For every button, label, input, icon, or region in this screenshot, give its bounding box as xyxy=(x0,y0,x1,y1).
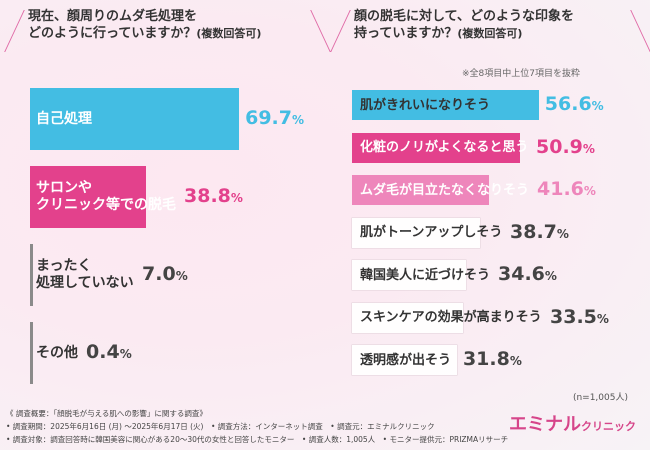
chart1-bar-label-5: スキンケアの効果が高まりそう xyxy=(360,310,542,325)
chart1-bar-2 xyxy=(352,175,490,205)
chart1-value-dec-3: 7 xyxy=(543,220,557,243)
right-title-suffix: (複数回答可) xyxy=(457,27,523,40)
chart1-bar-value-1: 50.9% xyxy=(536,136,595,158)
right-chart-title: 顔の脱毛に対して、どのような印象を 持っていますか？(複数回答可) xyxy=(340,8,650,54)
chart1-value-int-6: 31. xyxy=(462,348,497,370)
chart1-bar-value-2: 41.6% xyxy=(537,178,596,200)
chart0-bar-2 xyxy=(30,244,33,306)
left-title-suffix: (複数回答可) xyxy=(196,27,262,40)
logo-main-text: エミナル xyxy=(509,414,581,435)
chart1-value-unit-1: % xyxy=(582,141,595,156)
chart0-value-unit-1: % xyxy=(230,191,243,205)
chart1-bar-value-3: 38.7% xyxy=(510,221,569,243)
footer-survey-target: • 調査対象：調査回答時に韓国美容に関心がある20〜30代の女性と回答したモニタ… xyxy=(6,435,509,444)
chart1-bar-label-1: 化粧のノリがよくなると思う xyxy=(360,140,529,155)
chart1-value-unit-6: % xyxy=(509,354,522,368)
chart0-bar-label-2: まったく 処理していない xyxy=(36,258,134,291)
footer-survey-period: • 調査期間：2025年6月16日 (月) 〜2025年6月17日 (火) • … xyxy=(6,422,435,431)
right-title-line1: 顔の脱毛に対して、どのような印象を xyxy=(354,9,574,24)
chart1-value-unit-5: % xyxy=(596,311,609,326)
chart1-value-dec-0: 6 xyxy=(578,93,592,115)
chart1-value-unit-0: % xyxy=(591,99,604,113)
chart1-value-int-1: 50. xyxy=(536,135,570,158)
left-title-line2: どのように行っていますか？ xyxy=(28,26,197,41)
left-chart-title: 現在、顔周りのムダ毛処理を どのように行っていますか？(複数回答可) xyxy=(14,8,331,54)
eminal-clinic-logo: エミナルクリニック xyxy=(509,410,636,436)
chart1-bar-label-3: 肌がトーンアップしそう xyxy=(360,225,503,240)
chart1-bar-6 xyxy=(352,345,457,375)
chart0-value-dec-1: 8 xyxy=(217,185,231,207)
chart1-bar-1 xyxy=(352,132,520,163)
chart0-value-int-2: 7. xyxy=(142,263,163,285)
chart1-bar-4 xyxy=(352,260,467,290)
chart0-bar-value-2: 7.0% xyxy=(142,263,188,285)
chart1-bar-value-0: 56.6% xyxy=(545,93,604,115)
chart0-value-int-0: 69. xyxy=(245,107,279,129)
chart1-value-unit-4: % xyxy=(544,269,557,283)
right-chart-note: ※全8項目中上位7項目を抜粋 xyxy=(462,69,580,79)
chart1-bar-value-5: 33.5% xyxy=(550,306,609,328)
footer-survey-overview: 《 調査概要：「顔脱毛が与える肌への影響」に関する調査》 xyxy=(6,409,207,418)
left-title-line1: 現在、顔周りのムダ毛処理を xyxy=(28,9,198,24)
chart1-value-unit-2: % xyxy=(583,184,596,198)
chart0-value-unit-0: % xyxy=(292,113,305,127)
chart1-value-int-4: 34. xyxy=(498,263,532,285)
chart0-bar-label-3: その他 xyxy=(36,344,78,361)
chart0-bar-0 xyxy=(30,88,240,150)
chart0-bar-1 xyxy=(30,166,147,228)
chart1-value-dec-5: 5 xyxy=(583,305,597,328)
chart1-value-dec-4: 6 xyxy=(531,263,545,285)
chart0-bar-value-1: 38.8% xyxy=(184,185,243,207)
chart1-bar-label-4: 韓国美人に近づけそう xyxy=(360,267,491,283)
chart0-value-int-3: 0. xyxy=(86,341,107,363)
chart0-value-dec-2: 0 xyxy=(162,263,176,285)
chart1-bar-3 xyxy=(352,217,480,248)
chart0-bar-value-3: 0.4% xyxy=(86,341,132,363)
chart0-value-unit-3: % xyxy=(119,347,132,361)
chart1-bar-label-0: 肌がきれいになりそう xyxy=(360,97,491,113)
logo-sub-text: クリニック xyxy=(581,420,636,433)
chart1-value-int-3: 38. xyxy=(510,220,544,243)
chart1-bar-label-2: ムダ毛が目立たなくなりそう xyxy=(360,182,530,198)
chart0-value-int-1: 38. xyxy=(184,185,218,207)
chart0-value-unit-2: % xyxy=(175,269,188,283)
chart1-bar-5 xyxy=(352,302,463,333)
chart0-bar-3 xyxy=(30,322,33,384)
chart1-value-dec-6: 8 xyxy=(496,348,510,370)
chart1-bar-value-6: 31.8% xyxy=(463,348,522,370)
chart1-bar-label-6: 透明感が出そう xyxy=(360,352,452,368)
chart1-value-int-5: 33. xyxy=(550,305,584,328)
chart0-bar-label-0: 自己処理 xyxy=(36,110,92,127)
chart1-value-unit-3: % xyxy=(556,226,569,241)
chart0-value-dec-3: 4 xyxy=(106,341,120,363)
chart1-value-int-2: 41. xyxy=(537,178,571,200)
chart0-bar-label-1: サロンや クリニック等での脱毛 xyxy=(36,180,176,213)
chart1-value-dec-2: 6 xyxy=(570,178,584,200)
chart1-value-int-0: 56. xyxy=(544,93,579,115)
chart1-value-dec-1: 9 xyxy=(569,135,583,158)
chart0-bar-value-0: 69.7% xyxy=(245,107,304,129)
right-title-line2: 持っていますか？ xyxy=(354,26,458,41)
sample-size-note: (n=1,005人) xyxy=(572,393,628,403)
chart0-value-dec-0: 7 xyxy=(278,107,292,129)
chart1-bar-0 xyxy=(352,90,539,120)
chart1-bar-value-4: 34.6% xyxy=(498,263,557,285)
